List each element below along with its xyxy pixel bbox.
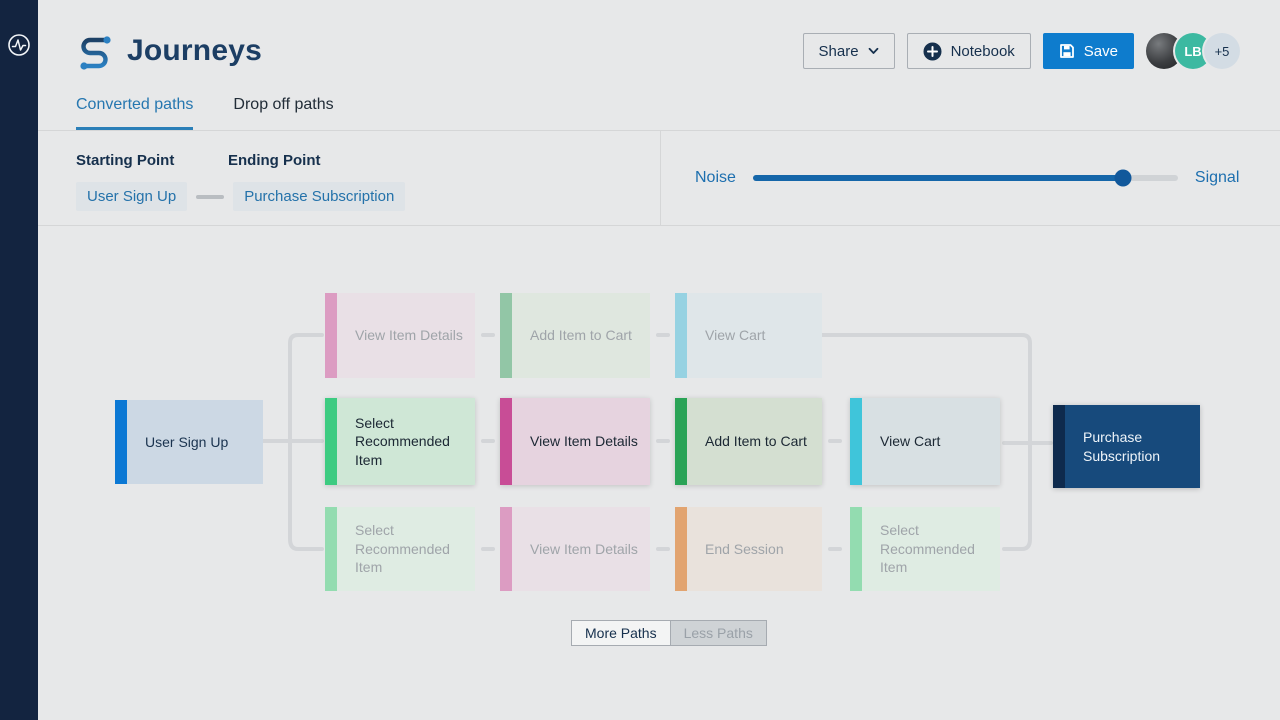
node-accent-bar (325, 398, 337, 485)
avatar-overflow-count[interactable]: +5 (1204, 33, 1240, 69)
tab-converted-paths[interactable]: Converted paths (76, 96, 194, 130)
flow-node[interactable]: Select Recommended Item (325, 398, 475, 485)
flow-node[interactable]: Select Recommended Item (850, 507, 1000, 591)
starting-point-chip[interactable]: User Sign Up (76, 182, 188, 211)
flow-node[interactable]: End Session (675, 507, 822, 591)
notebook-button-label: Notebook (950, 42, 1015, 60)
save-button[interactable]: Save (1042, 33, 1134, 69)
flow-node[interactable]: View Item Details (325, 293, 475, 378)
flow-node[interactable]: View Item Details (500, 507, 650, 591)
tab-bar: Converted paths Drop off paths (76, 96, 334, 130)
filter-bar: Starting Point Ending Point User Sign Up… (38, 130, 1280, 226)
node-accent-bar (325, 507, 337, 591)
journeys-logo-icon (80, 36, 111, 70)
flow-node-start[interactable]: User Sign Up (115, 400, 263, 484)
flow-node[interactable]: View Cart (850, 398, 1000, 485)
plus-circle-icon (923, 42, 942, 60)
node-accent-bar (675, 507, 687, 591)
node-accent-bar (325, 293, 337, 378)
node-accent-bar (675, 398, 687, 485)
save-icon (1059, 44, 1074, 58)
node-accent-bar (850, 398, 862, 485)
flow-node[interactable]: Select Recommended Item (325, 507, 475, 591)
paths-toggle: More Paths Less Paths (571, 620, 767, 646)
node-accent-bar (500, 507, 512, 591)
slider-fill (752, 175, 1123, 181)
page-title: Journeys (127, 34, 262, 67)
slider-thumb[interactable] (1114, 169, 1132, 187)
flow-node-end[interactable]: Purchase Subscription (1053, 405, 1200, 488)
ending-point-label: Ending Point (228, 152, 321, 169)
node-accent-bar (850, 507, 862, 591)
node-accent-bar (500, 293, 512, 378)
node-accent-bar (675, 293, 687, 378)
flow-node[interactable]: View Item Details (500, 398, 650, 485)
noise-label: Noise (695, 169, 736, 186)
starting-point-label: Starting Point (76, 152, 175, 169)
node-accent-bar (115, 400, 127, 484)
amplitude-logo-icon[interactable] (7, 33, 31, 57)
chevron-down-icon (868, 47, 878, 54)
signal-label: Signal (1194, 169, 1240, 186)
app-sidebar (0, 0, 38, 720)
avatar-stack: LB +5 (1146, 33, 1240, 69)
node-accent-bar (500, 398, 512, 485)
flow-node[interactable]: Add Item to Cart (500, 293, 650, 378)
share-button[interactable]: Share (802, 33, 895, 69)
filter-divider (660, 131, 661, 225)
node-accent-bar (1053, 405, 1065, 488)
app-header: Journeys (76, 28, 262, 74)
noise-signal-slider: Noise Signal (695, 131, 1239, 225)
slider-track[interactable] (752, 169, 1178, 187)
notebook-button[interactable]: Notebook (906, 33, 1031, 69)
share-button-label: Share (818, 42, 859, 60)
flow-node[interactable]: View Cart (675, 293, 822, 378)
ending-point-chip[interactable]: Purchase Subscription (233, 182, 406, 211)
chip-connector-dash (196, 194, 225, 199)
more-paths-button[interactable]: More Paths (571, 620, 671, 646)
save-button-label: Save (1083, 42, 1118, 60)
tab-drop-off-paths[interactable]: Drop off paths (233, 96, 334, 113)
less-paths-button[interactable]: Less Paths (670, 620, 767, 646)
flow-node[interactable]: Add Item to Cart (675, 398, 822, 485)
